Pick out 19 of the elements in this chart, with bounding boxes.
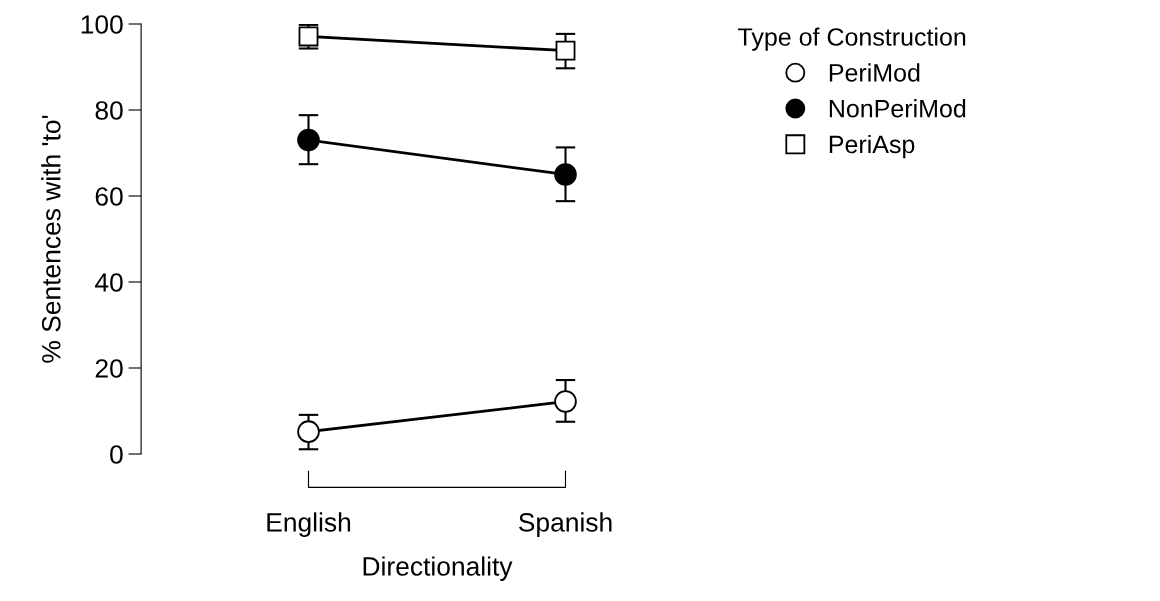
x-tick-label: English xyxy=(267,512,351,537)
x-axis-title: Directionality xyxy=(363,556,513,581)
legend-label: NonPeriMod xyxy=(829,99,966,118)
legend-label: PeriAsp xyxy=(829,134,915,159)
y-tick-label: 20 xyxy=(95,359,123,378)
point xyxy=(554,163,577,186)
y-tick-label: 60 xyxy=(95,187,123,206)
point xyxy=(297,420,320,443)
point xyxy=(555,40,576,61)
legend-label: PeriMod xyxy=(829,63,920,82)
point xyxy=(297,128,320,152)
y-tick-label: 80 xyxy=(95,101,123,120)
y-tick-label: 40 xyxy=(95,273,123,292)
y-axis-title: % Sentences with 'to' xyxy=(41,115,61,363)
legend-title: Type of Construction xyxy=(738,27,966,51)
y-tick-label: 100 xyxy=(81,15,123,34)
point xyxy=(554,390,577,413)
x-tick-label: Spanish xyxy=(519,512,612,537)
y-tick-label: 0 xyxy=(110,445,123,464)
